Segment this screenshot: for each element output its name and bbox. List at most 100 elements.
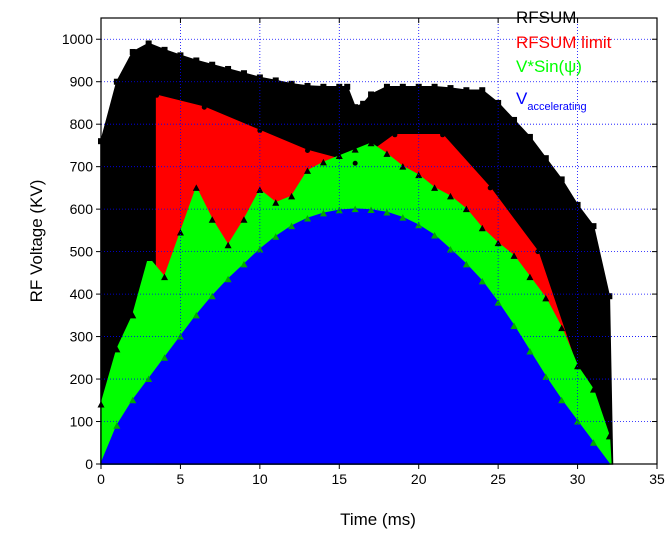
marker-v-accelerating (542, 373, 550, 380)
marker-v-accelerating (558, 396, 566, 404)
marker-v-accelerating (145, 375, 153, 383)
marker-rfsum-limit (392, 132, 398, 138)
marker-v-accelerating (192, 311, 200, 319)
marker-rfsum (288, 80, 295, 87)
y-tick-label: 700 (70, 159, 94, 175)
marker-v-accelerating (113, 422, 121, 429)
marker-v-sin (240, 216, 248, 223)
marker-v-accelerating (224, 275, 232, 283)
marker-v-accelerating (288, 222, 296, 230)
marker-v-sin (558, 324, 566, 332)
marker-v-sin (526, 273, 534, 281)
marker-rfsum (415, 83, 422, 90)
marker-v-accelerating (240, 260, 248, 268)
marker-v-sin (145, 254, 153, 261)
marker-v-sin (367, 139, 375, 147)
marker-rfsum (145, 40, 152, 47)
marker-v-sin (431, 184, 439, 191)
marker-v-sin (542, 294, 550, 302)
marker-v-sin (399, 163, 407, 170)
marker-v-sin (510, 252, 518, 259)
marker-v-accelerating (494, 299, 502, 306)
marker-rfsum-limit (257, 128, 263, 134)
marker-v-accelerating (431, 231, 439, 239)
plot-frame (100, 17, 658, 465)
marker-v-accelerating (478, 277, 486, 285)
marker-rfsum (542, 155, 549, 162)
marker-rfsum (193, 57, 200, 64)
marker-v-sin (319, 158, 327, 166)
marker-v-accelerating (589, 439, 597, 446)
marker-rfsum (256, 74, 263, 81)
marker-rfsum (606, 293, 613, 300)
marker-rfsum (558, 176, 565, 183)
marker-v-sin (176, 229, 184, 236)
legend-label-v-sin-psi: V*Sin(ψ) (516, 57, 582, 76)
marker-rfsum (360, 100, 367, 107)
marker-rfsum (225, 65, 232, 72)
marker-v-sin (478, 224, 486, 232)
legend-label-v-accelerating: Vaccelerating (516, 89, 587, 113)
plot-border (100, 17, 658, 465)
marker-rfsum (344, 83, 351, 90)
marker-rfsum (463, 87, 470, 94)
marker-v-accelerating (161, 354, 169, 361)
y-tick-label: 1000 (62, 31, 93, 47)
marker-rfsum (479, 87, 486, 94)
marker-rfsum (352, 104, 359, 111)
data-areas (99, 42, 614, 465)
marker-v-accelerating (446, 245, 454, 253)
marker-rfsum-limit (352, 160, 358, 166)
legend-label-rfsum: RFSUM (516, 8, 576, 27)
marker-v-sin (383, 150, 391, 157)
x-tick-label: 35 (649, 471, 665, 487)
x-tick-label: 0 (97, 471, 105, 487)
x-tick-label: 30 (570, 471, 586, 487)
marker-v-accelerating (351, 205, 359, 213)
marker-v-accelerating (272, 233, 280, 240)
marker-rfsum-limit (487, 185, 493, 191)
marker-rfsum-limit (535, 249, 541, 255)
marker-v-sin (161, 273, 169, 281)
marker-rfsum (336, 83, 343, 90)
marker-v-sin (129, 311, 137, 319)
x-tick-label: 5 (177, 471, 185, 487)
legend-label-rfsum-limit: RFSUM limit (516, 33, 612, 52)
y-tick-label: 300 (70, 329, 94, 345)
x-tick-label: 25 (490, 471, 506, 487)
marker-v-sin (589, 386, 597, 393)
marker-v-sin (224, 241, 232, 249)
legend-label-v-subscript: accelerating (527, 101, 586, 113)
marker-v-sin (351, 146, 359, 153)
marker-rfsum-limit (154, 92, 160, 98)
x-tick-label: 15 (331, 471, 347, 487)
marker-rfsum-limit (201, 104, 207, 110)
y-tick-label: 100 (70, 414, 94, 430)
marker-rfsum (177, 52, 184, 59)
marker-rfsum (590, 223, 597, 230)
marker-rfsum (431, 83, 438, 90)
marker-rfsum (368, 91, 375, 98)
marker-rfsum (320, 83, 327, 90)
marker-v-accelerating (526, 347, 534, 355)
y-axis-title: RF Voltage (KV) (27, 180, 46, 303)
y-tick-label: 800 (70, 116, 94, 132)
marker-v-accelerating (129, 396, 137, 404)
marker-v-sin (208, 216, 216, 223)
grid-lines (101, 18, 657, 464)
marker-rfsum (383, 83, 390, 90)
marker-v-accelerating (399, 214, 407, 221)
marker-v-accelerating (510, 322, 518, 329)
y-tick-label: 900 (70, 74, 94, 90)
marker-rfsum (511, 116, 518, 123)
marker-v-sin (288, 192, 296, 200)
marker-rfsum (272, 77, 279, 84)
marker-v-accelerating (208, 292, 216, 300)
marker-v-accelerating (462, 260, 470, 268)
marker-rfsum (129, 48, 136, 55)
marker-rfsum (399, 83, 406, 90)
y-tick-label: 400 (70, 286, 94, 302)
marker-rfsum (161, 46, 168, 53)
marker-v-sin (605, 432, 613, 440)
y-tick-label: 200 (70, 371, 94, 387)
